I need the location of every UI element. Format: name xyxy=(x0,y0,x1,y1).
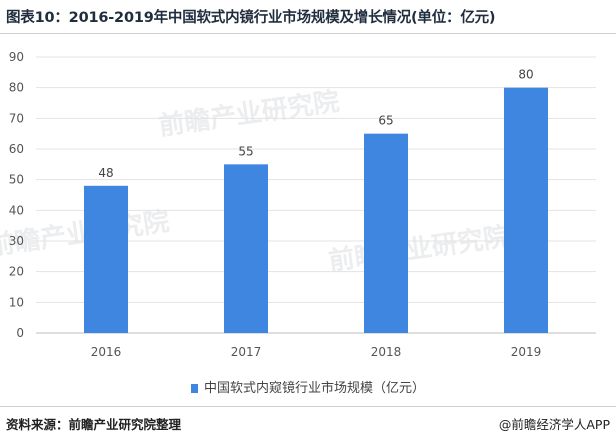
y-tick-label: 90 xyxy=(9,50,24,64)
footer-divider xyxy=(0,406,616,407)
y-tick-label: 30 xyxy=(9,234,24,248)
bar-2018 xyxy=(364,133,408,333)
bar-2016 xyxy=(84,185,128,333)
source-note: 资料来源：前瞻产业研究院整理 xyxy=(6,417,182,432)
y-tick-label: 50 xyxy=(9,173,24,187)
y-tick-label: 70 xyxy=(9,111,24,125)
bar-2017 xyxy=(224,164,268,333)
y-tick-label: 10 xyxy=(9,295,24,309)
x-axis-ticks: 2016 2017 2018 2019 xyxy=(91,345,542,359)
x-tick-label: 2019 xyxy=(511,345,542,359)
y-tick-label: 80 xyxy=(9,81,24,95)
x-tick-label: 2017 xyxy=(231,345,262,359)
y-tick-label: 0 xyxy=(16,326,24,340)
bars xyxy=(84,87,548,333)
data-labels: 48 55 65 80 xyxy=(98,68,533,180)
chart-title: 图表10：2016-2019年中国软式内镜行业市场规模及增长情况(单位：亿元) xyxy=(6,10,496,26)
gridlines xyxy=(36,56,596,334)
legend-label: 中国软式内窥镜行业市场规模（亿元） xyxy=(203,381,425,396)
legend-swatch xyxy=(190,384,198,393)
watermark-text: 前瞻产业研究院 xyxy=(327,221,512,277)
x-tick-label: 2018 xyxy=(371,345,402,359)
data-label-2019: 80 xyxy=(518,68,533,82)
data-label-2017: 55 xyxy=(238,144,253,158)
brand-credit: @前瞻经济学人APP xyxy=(498,417,610,432)
bar-chart: 前瞻产业研究院前瞻产业研究院前瞻产业研究院 010203040506070809… xyxy=(0,50,596,359)
legend: 中国软式内窥镜行业市场规模（亿元） xyxy=(0,377,616,396)
y-axis-ticks: 0 10 20 30 40 50 60 70 80 90 xyxy=(9,50,24,340)
y-tick-label: 60 xyxy=(9,142,24,156)
watermark-text: 前瞻产业研究院 xyxy=(157,86,342,142)
y-tick-label: 20 xyxy=(9,265,24,279)
x-tick-label: 2016 xyxy=(91,345,122,359)
title-divider xyxy=(0,33,616,34)
data-label-2018: 65 xyxy=(378,114,393,128)
bar-2019 xyxy=(504,87,548,333)
y-tick-label: 40 xyxy=(9,203,24,217)
data-label-2016: 48 xyxy=(98,166,113,180)
